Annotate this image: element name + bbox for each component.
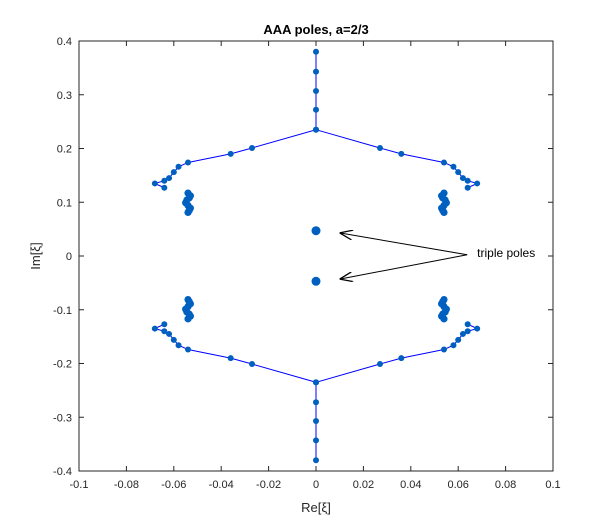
pole-marker bbox=[151, 180, 158, 187]
x-tick-label: -0.06 bbox=[161, 479, 186, 491]
pole-marker bbox=[313, 457, 319, 464]
y-tick-label: 0.4 bbox=[57, 36, 72, 48]
y-tick-label: -0.3 bbox=[53, 412, 72, 424]
pole-marker bbox=[313, 126, 319, 133]
pole-marker bbox=[455, 169, 462, 176]
pole-marker bbox=[161, 328, 168, 335]
pole-marker bbox=[175, 342, 182, 349]
pole-marker bbox=[166, 330, 173, 337]
pole-marker bbox=[450, 163, 457, 170]
pole-marker bbox=[170, 336, 177, 343]
x-tick-label: 0 bbox=[313, 479, 319, 491]
pole-marker bbox=[313, 379, 319, 386]
pole-marker bbox=[175, 163, 182, 170]
pole-marker bbox=[185, 346, 192, 353]
y-axis-label: Im[ξ] bbox=[28, 242, 43, 270]
y-tick-label: 0 bbox=[66, 251, 72, 263]
x-tick-label: 0.02 bbox=[353, 479, 374, 491]
pole-marker bbox=[464, 321, 471, 328]
x-tick-label: 0.04 bbox=[400, 479, 421, 491]
y-tick-label: -0.4 bbox=[53, 466, 72, 478]
pole-marker bbox=[474, 325, 481, 332]
pole-markers bbox=[151, 48, 481, 464]
pole-marker bbox=[313, 106, 319, 113]
x-tick-label: -0.04 bbox=[209, 479, 234, 491]
x-axis-ticks: -0.1 -0.08 -0.06 -0.04 -0.02 0 0.02 0.04 0.06 0.0… bbox=[70, 41, 561, 491]
y-tick-label: 0.3 bbox=[57, 90, 72, 102]
y-tick-label: -0.1 bbox=[53, 305, 72, 317]
pole-cluster-marker bbox=[184, 208, 192, 217]
y-tick-label: 0.2 bbox=[57, 144, 72, 156]
y-axis-ticks: -0.4 -0.3 -0.2 -0.1 0 0.1 0.2 0.3 0.4 bbox=[53, 36, 553, 478]
pole-marker bbox=[313, 418, 319, 425]
triple-pole-marker bbox=[311, 226, 321, 236]
pole-marker bbox=[440, 159, 447, 166]
pole-marker bbox=[459, 330, 466, 337]
pole-marker bbox=[166, 175, 173, 182]
annotation-label: triple poles bbox=[477, 246, 535, 260]
x-tick-label: -0.08 bbox=[114, 479, 139, 491]
pole-marker bbox=[455, 336, 462, 343]
pole-marker bbox=[440, 346, 447, 353]
x-tick-label: 0.1 bbox=[545, 479, 560, 491]
pole-marker bbox=[313, 68, 319, 75]
pole-marker bbox=[464, 328, 471, 335]
y-tick-label: -0.2 bbox=[53, 359, 72, 371]
pole-marker bbox=[464, 177, 471, 184]
pole-marker bbox=[227, 150, 234, 157]
pole-marker bbox=[161, 184, 168, 191]
pole-path-line bbox=[315, 129, 479, 189]
pole-marker bbox=[313, 48, 319, 55]
pole-paths bbox=[153, 51, 479, 461]
pole-cluster-marker bbox=[440, 295, 448, 304]
pole-marker bbox=[249, 144, 256, 151]
annotation-arrow bbox=[340, 233, 468, 256]
annotations: triple poles bbox=[340, 233, 535, 279]
pole-marker bbox=[464, 184, 471, 191]
pole-marker bbox=[151, 325, 158, 332]
triple-pole-marker bbox=[311, 276, 321, 286]
annotation-arrow bbox=[340, 254, 468, 279]
x-tick-label: 0.06 bbox=[447, 479, 468, 491]
pole-marker bbox=[249, 361, 256, 368]
pole-cluster-marker bbox=[440, 208, 448, 217]
x-tick-label: 0.08 bbox=[495, 479, 516, 491]
pole-cluster-marker bbox=[184, 295, 192, 304]
pole-marker bbox=[161, 177, 168, 184]
x-tick-label: -0.02 bbox=[256, 479, 281, 491]
pole-marker bbox=[376, 144, 383, 151]
pole-path-line bbox=[315, 323, 479, 383]
pole-marker bbox=[459, 175, 466, 182]
pole-marker bbox=[185, 159, 192, 166]
pole-marker bbox=[313, 437, 319, 444]
pole-marker bbox=[398, 150, 405, 157]
pole-marker bbox=[170, 169, 177, 176]
pole-marker bbox=[227, 355, 234, 362]
chart-title: AAA poles, a=2/3 bbox=[263, 22, 368, 37]
pole-marker bbox=[376, 361, 383, 368]
pole-marker bbox=[398, 355, 405, 362]
pole-marker bbox=[474, 180, 481, 187]
pole-marker bbox=[161, 321, 168, 328]
x-tick-label: -0.1 bbox=[70, 479, 89, 491]
x-axis-label: Re[ξ] bbox=[301, 500, 331, 515]
y-tick-label: 0.1 bbox=[57, 197, 72, 209]
pole-marker bbox=[313, 87, 319, 94]
pole-marker bbox=[313, 399, 319, 406]
pole-marker bbox=[450, 342, 457, 349]
